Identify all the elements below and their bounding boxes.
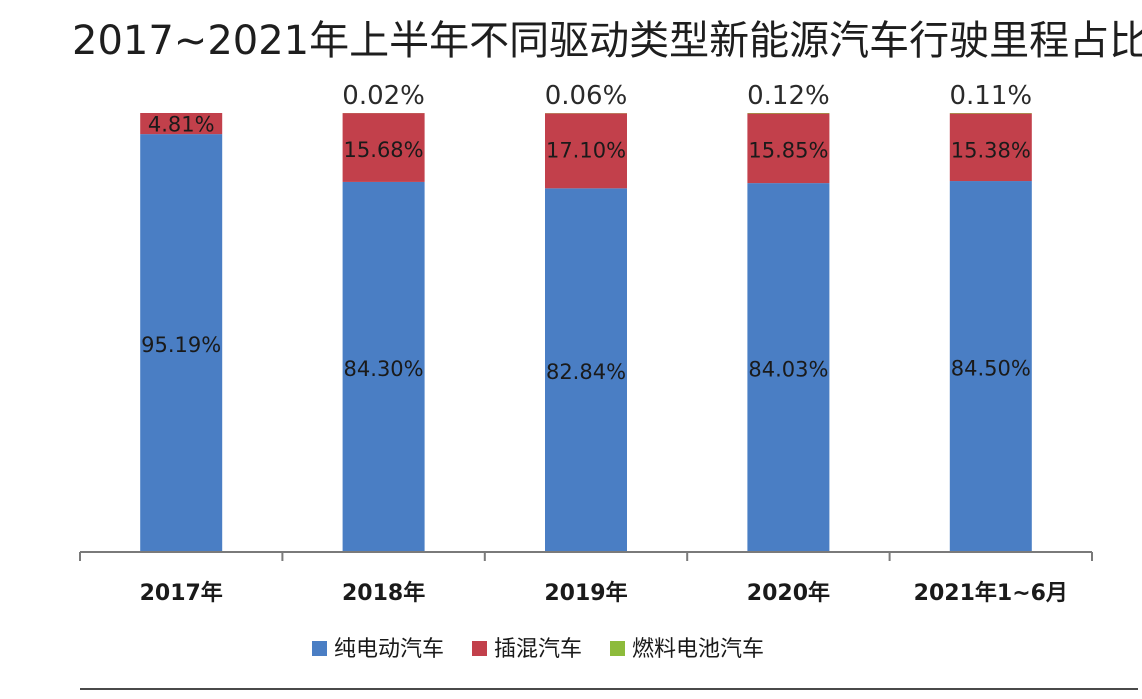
- x-tick-label: 2020年: [747, 580, 830, 606]
- bar-segment: [140, 113, 223, 135]
- data-label: 17.10%: [546, 138, 626, 162]
- legend-swatch: [472, 641, 487, 656]
- data-label: 0.06%: [545, 81, 628, 111]
- data-label: 84.50%: [951, 357, 1031, 381]
- legend-swatch: [610, 641, 625, 656]
- data-label: 15.85%: [748, 139, 828, 163]
- data-label: 0.02%: [342, 81, 425, 111]
- data-label: 4.81%: [148, 113, 215, 137]
- legend-swatch: [312, 641, 327, 656]
- legend-label: 燃料电池汽车: [632, 637, 764, 662]
- chart-title: 2017~2021年上半年不同驱动类型新能源汽车行驶里程占比: [72, 18, 1142, 64]
- bar-segment: [949, 181, 1032, 553]
- bar-segment: [545, 113, 627, 189]
- data-label: 0.11%: [949, 81, 1032, 111]
- data-labels-layer: 95.19% 4.81% 84.30% 15.68% 0.02% 82.84% 17.10%…: [141, 81, 1032, 384]
- bar-segment: [949, 113, 1032, 182]
- legend: 纯电动汽车 插混汽车 燃料电池汽车: [312, 637, 764, 662]
- bar-segment: [747, 183, 830, 552]
- data-label: 15.38%: [951, 139, 1031, 163]
- bars-layer: [140, 113, 1032, 553]
- x-tick-label: 2018年: [342, 580, 425, 606]
- data-label: 0.12%: [747, 81, 830, 111]
- bar-segment: [545, 188, 627, 552]
- bottom-divider: [80, 688, 1138, 690]
- data-label: 95.19%: [141, 333, 221, 357]
- bar-segment: [342, 113, 425, 182]
- bar-segment: [140, 134, 223, 552]
- bar-segment: [747, 113, 830, 184]
- legend-label: 插混汽车: [494, 637, 582, 662]
- x-axis: 2017年 2018年 2019年 2020年 2021年1~6月: [79, 551, 1093, 606]
- legend-label: 纯电动汽车: [334, 637, 444, 662]
- bar-segment: [342, 181, 425, 552]
- data-label: 82.84%: [546, 360, 626, 384]
- data-label: 84.03%: [748, 358, 828, 382]
- x-tick-label: 2021年1~6月: [914, 580, 1068, 606]
- x-tick-label: 2019年: [544, 580, 627, 606]
- data-label: 84.30%: [344, 357, 424, 381]
- bar-segment: [747, 113, 830, 114]
- data-label: 15.68%: [344, 138, 424, 162]
- x-tick-label: 2017年: [140, 580, 223, 606]
